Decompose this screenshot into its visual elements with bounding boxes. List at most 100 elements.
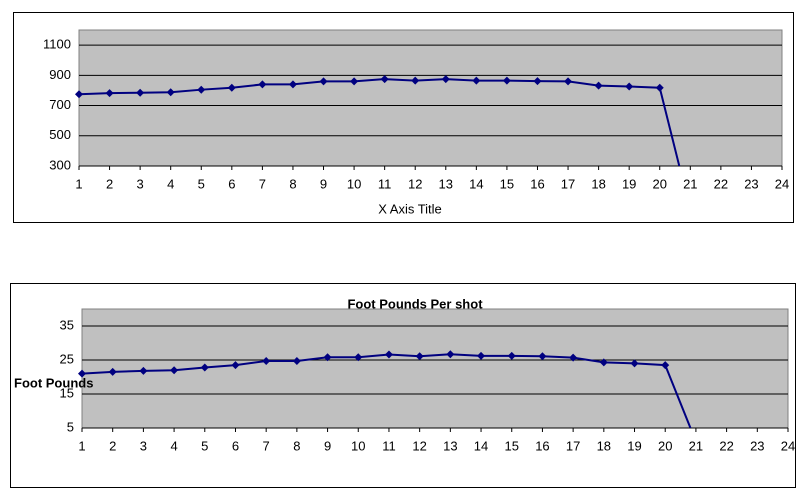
- marker: [200, 363, 209, 372]
- marker: [384, 350, 393, 359]
- marker: [630, 359, 639, 368]
- x-tick-label: 4: [167, 176, 174, 191]
- y-tick-label: 15: [60, 385, 74, 400]
- y-tick-label: 700: [49, 97, 71, 112]
- x-tick-label: 7: [263, 438, 270, 453]
- x-tick-label: 16: [535, 438, 549, 453]
- marker: [323, 353, 332, 362]
- marker: [569, 353, 578, 362]
- x-tick-label: 20: [658, 438, 672, 453]
- x-tick-label: 8: [289, 176, 296, 191]
- x-tick-label: 11: [378, 176, 392, 191]
- x-tick-label: 6: [232, 438, 239, 453]
- x-tick-label: 21: [683, 176, 697, 191]
- x-tick-label: 24: [775, 176, 789, 191]
- x-tick-label: 17: [566, 438, 580, 453]
- y-axis-title: Foot Pounds: [14, 375, 93, 390]
- x-tick-label: 18: [591, 176, 605, 191]
- marker: [446, 350, 455, 359]
- marker: [350, 77, 359, 86]
- marker: [655, 83, 664, 92]
- marker: [502, 76, 511, 85]
- x-tick-label: 21: [689, 438, 703, 453]
- x-tick-label: 13: [443, 438, 457, 453]
- marker: [105, 89, 114, 98]
- marker: [441, 75, 450, 84]
- x-tick-label: 1: [75, 176, 82, 191]
- marker: [231, 361, 240, 370]
- x-tick-label: 20: [653, 176, 667, 191]
- x-tick-label: 11: [382, 438, 396, 453]
- x-tick-label: 9: [320, 176, 327, 191]
- marker: [411, 76, 420, 85]
- y-tick-label: 900: [49, 67, 71, 82]
- marker: [258, 80, 267, 89]
- x-tick-label: 5: [198, 176, 205, 191]
- marker: [380, 75, 389, 84]
- x-tick-label: 6: [228, 176, 235, 191]
- x-tick-label: 15: [500, 176, 514, 191]
- marker: [472, 76, 481, 85]
- marker: [78, 369, 86, 378]
- x-tick-label: 13: [439, 176, 453, 191]
- x-tick-label: 7: [259, 176, 266, 191]
- x-tick-label: 2: [106, 176, 113, 191]
- x-tick-label: 24: [781, 438, 795, 453]
- x-axis-title: X Axis Title: [378, 201, 442, 216]
- x-tick-label: 22: [719, 438, 733, 453]
- marker: [227, 83, 236, 92]
- marker: [262, 357, 271, 366]
- x-tick-label: 19: [622, 176, 636, 191]
- x-tick-label: 12: [412, 438, 426, 453]
- marker: [661, 361, 670, 370]
- y-tick-label: 25: [60, 351, 74, 366]
- x-tick-label: 5: [201, 438, 208, 453]
- marker: [599, 358, 608, 367]
- x-tick-label: 18: [597, 438, 611, 453]
- marker: [507, 351, 516, 360]
- x-tick-label: 15: [505, 438, 519, 453]
- x-tick-label: 8: [293, 438, 300, 453]
- marker: [354, 353, 363, 362]
- x-tick-label: 3: [140, 438, 147, 453]
- x-tick-label: 23: [750, 438, 764, 453]
- x-tick-label: 10: [347, 176, 361, 191]
- marker: [625, 82, 634, 91]
- marker: [594, 81, 603, 90]
- x-tick-label: 22: [714, 176, 728, 191]
- marker: [136, 88, 145, 97]
- y-tick-label: 300: [49, 157, 71, 172]
- y-tick-label: 35: [60, 317, 74, 332]
- marker: [564, 77, 573, 86]
- x-tick-label: 23: [744, 176, 758, 191]
- y-tick-label: 1100: [43, 37, 71, 52]
- x-tick-label: 16: [530, 176, 544, 191]
- marker: [139, 366, 148, 375]
- marker: [477, 351, 486, 360]
- x-tick-label: 14: [469, 176, 483, 191]
- marker: [108, 367, 117, 376]
- plot-area: [78, 29, 783, 167]
- x-tick-label: 19: [627, 438, 641, 453]
- marker: [166, 88, 175, 97]
- x-tick-label: 10: [351, 438, 365, 453]
- x-tick-label: 2: [109, 438, 116, 453]
- marker: [75, 90, 83, 99]
- marker: [319, 77, 328, 86]
- marker: [292, 357, 301, 366]
- marker: [538, 352, 547, 361]
- x-tick-label: 12: [408, 176, 422, 191]
- x-tick-label: 4: [170, 438, 177, 453]
- y-tick-label: 500: [49, 127, 71, 142]
- x-tick-label: 17: [561, 176, 575, 191]
- marker: [415, 352, 424, 361]
- marker: [197, 85, 206, 94]
- y-tick-label: 5: [67, 419, 74, 434]
- x-tick-label: 1: [78, 438, 85, 453]
- marker: [170, 366, 179, 375]
- marker: [288, 80, 297, 89]
- x-tick-label: 14: [474, 438, 488, 453]
- x-tick-label: 9: [324, 438, 331, 453]
- x-tick-label: 3: [137, 176, 144, 191]
